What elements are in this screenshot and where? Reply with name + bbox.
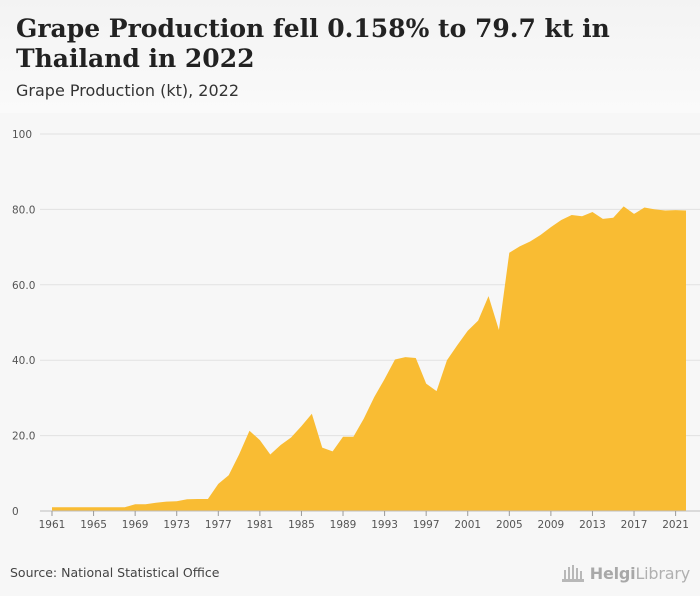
x-tick-label: 1981	[247, 519, 274, 531]
x-tick-label: 2001	[454, 519, 481, 531]
chart-title: Grape Production fell 0.158% to 79.7 kt …	[16, 14, 610, 73]
source-note: Source: National Statistical Office	[10, 565, 220, 580]
logo-text: HelgiLibrary	[590, 564, 690, 583]
x-tick-label: 2005	[496, 519, 523, 531]
x-tick-label: 1993	[371, 519, 398, 531]
library-building-icon	[561, 565, 584, 582]
y-tick-label: 100	[12, 129, 32, 141]
logo-text-rest: Library	[635, 563, 690, 583]
helgi-library-logo: HelgiLibrary	[561, 561, 690, 585]
area-chart: 0 20.0 40.0 60.0 80.0 100 1961 1965 1969 1973 197…	[12, 129, 700, 531]
y-tick-label: 60.0	[12, 280, 35, 292]
footer	[0, 550, 700, 596]
header: Grape Production fell 0.158% to 79.7 kt …	[0, 0, 700, 113]
x-tick-label: 2017	[621, 519, 648, 531]
x-tick-label: 1989	[330, 519, 357, 531]
x-tick-label: 1977	[205, 519, 232, 531]
x-tick-label: 1961	[39, 519, 66, 531]
y-axis-tick-labels: 0 20.0 40.0 60.0 80.0 100	[12, 129, 35, 518]
y-tick-label: 20.0	[12, 431, 35, 443]
logo-text-bold: Helgi	[589, 563, 636, 583]
x-tick-label: 1985	[288, 519, 315, 531]
x-axis: 1961 1965 1969 1973 1977 1981 1985 1989 1993 1997…	[39, 510, 700, 531]
x-tick-label: 2009	[538, 519, 565, 531]
y-tick-label: 0	[12, 506, 19, 518]
x-tick-label: 1973	[163, 519, 190, 531]
x-tick-label: 1965	[80, 519, 107, 531]
x-tick-label: 1969	[122, 519, 149, 531]
grape-production-area	[52, 206, 686, 511]
y-tick-label: 80.0	[12, 204, 35, 216]
chart-subtitle: Grape Production (kt), 2022	[16, 81, 239, 100]
area-series	[52, 206, 686, 511]
y-tick-label: 40.0	[12, 355, 35, 367]
x-tick-label: 2021	[662, 519, 689, 531]
x-tick-label: 1997	[413, 519, 440, 531]
x-tick-label: 2013	[579, 519, 606, 531]
